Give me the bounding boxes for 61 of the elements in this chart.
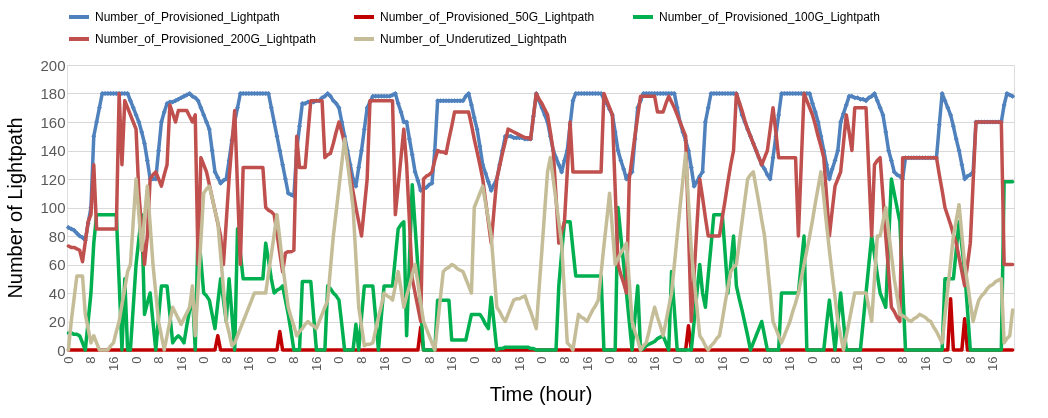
x-tick-label: 0 <box>60 356 76 364</box>
y-tick-label: 80 <box>48 227 66 245</box>
x-tick-label: 0 <box>940 356 956 364</box>
x-tick-label: 0 <box>669 356 685 364</box>
x-tick-label: 0 <box>872 356 888 364</box>
legend-label: Number_of_Underutized_Lightpath <box>380 32 567 46</box>
x-tick-label: 16 <box>173 356 189 371</box>
x-tick-label: 0 <box>534 356 550 364</box>
x-tick-label: 16 <box>376 356 392 371</box>
x-tick-label: 0 <box>399 356 415 364</box>
y-tick-label: 20 <box>48 313 66 330</box>
y-tick-label: 40 <box>48 284 66 302</box>
x-tick-label: 8 <box>624 356 640 364</box>
y-tick-label: 200 <box>40 56 66 74</box>
x-tick-label: 0 <box>331 356 347 364</box>
y-tick-label: 180 <box>40 85 66 102</box>
x-tick-label: 8 <box>151 356 167 364</box>
x-tick-label: 0 <box>602 356 618 364</box>
x-tick-label: 8 <box>354 356 370 364</box>
x-tick-label: 8 <box>827 356 843 364</box>
x-tick-label: 8 <box>962 356 978 364</box>
y-tick-label: 60 <box>48 256 66 273</box>
legend-label: Number_of_Provisioned_200G_Lightpath <box>95 32 316 46</box>
x-tick-label: 16 <box>917 356 933 371</box>
x-tick-label: 16 <box>511 356 527 371</box>
x-tick-label: 8 <box>83 356 99 364</box>
x-tick-label: 16 <box>106 356 121 371</box>
x-tick-label: 8 <box>556 356 572 364</box>
legend-label: Number_of_Provisioned_50G_Lightpath <box>380 10 595 24</box>
x-tick-label: 16 <box>579 356 595 371</box>
legend-label: Number_of_Provisioned_Lightpath <box>95 10 280 24</box>
x-tick-label: 16 <box>241 356 257 371</box>
x-tick-label: 8 <box>286 356 302 364</box>
x-tick-label: 0 <box>466 356 482 364</box>
x-tick-label: 0 <box>263 356 279 364</box>
legend-label: Number_of_Provisioned_100G_Lightpath <box>659 10 880 24</box>
x-tick-label: 8 <box>421 356 437 364</box>
x-tick-label: 16 <box>444 356 460 371</box>
x-tick-label: 16 <box>782 356 798 371</box>
x-tick-label: 8 <box>218 356 234 364</box>
x-tick-label: 0 <box>804 356 820 364</box>
x-tick-label: 16 <box>985 356 1001 371</box>
x-tick-label: 16 <box>308 356 324 371</box>
x-tick-label: 0 <box>196 356 212 364</box>
y-tick-label: 160 <box>40 113 66 131</box>
x-tick-label: 8 <box>489 356 505 364</box>
y-tick-label: 140 <box>40 142 66 159</box>
y-tick-label: 100 <box>40 199 66 216</box>
x-tick-label: 16 <box>714 356 730 371</box>
y-axis-title: Number of Lightpath <box>4 117 27 299</box>
x-tick-label: 8 <box>895 356 911 364</box>
y-tick-label: 120 <box>40 170 66 188</box>
x-tick-label: 0 <box>737 356 753 364</box>
line-series <box>66 91 1015 324</box>
x-tick-label: 8 <box>759 356 775 364</box>
x-axis-title: Time (hour) <box>489 382 593 405</box>
x-tick-label: 8 <box>692 356 708 364</box>
line-series <box>66 137 1015 352</box>
x-tick-label: 16 <box>647 356 663 371</box>
x-tick-label: 16 <box>850 356 866 371</box>
x-tick-label: 0 <box>128 356 144 364</box>
